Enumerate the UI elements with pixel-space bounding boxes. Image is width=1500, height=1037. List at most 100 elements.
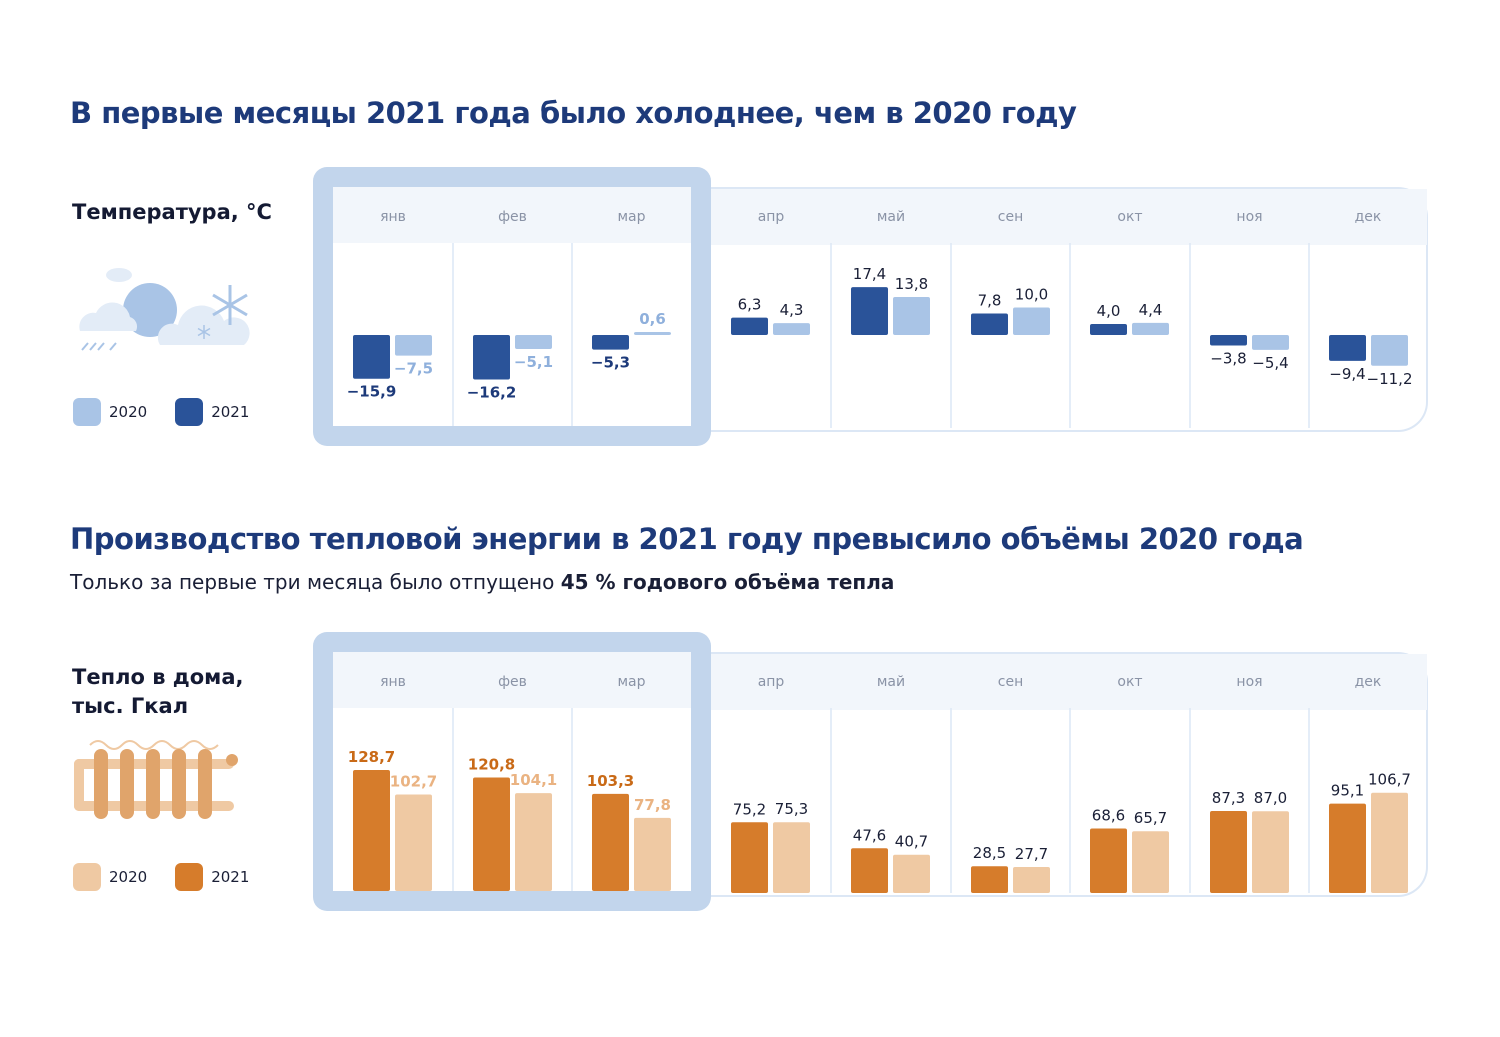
month-header: [831, 189, 951, 245]
bar-2021-апр: [731, 822, 768, 893]
month-label: мар: [617, 674, 645, 690]
month-header: [1070, 189, 1190, 245]
month-label: сен: [998, 674, 1023, 690]
bar-2021-май: [851, 848, 888, 893]
legend-swatch-2020: [73, 398, 101, 426]
bar-2020-ноя: [1252, 335, 1289, 350]
data-label-2020-янв: −7,5: [394, 360, 433, 378]
bar-2020-дек: [1371, 335, 1408, 366]
data-label-2021-мар: −5,3: [591, 354, 630, 372]
bar-2021-окт: [1090, 324, 1127, 335]
data-label-2020-ноя: 87,0: [1254, 789, 1287, 807]
data-label-2021-апр: 6,3: [738, 296, 762, 314]
month-header: [711, 654, 831, 710]
data-label-2021-апр: 75,2: [733, 800, 766, 818]
bar-2020-фев: [515, 335, 552, 350]
bar-2020-янв: [395, 335, 432, 356]
data-label-2020-ноя: −5,4: [1252, 354, 1288, 372]
weather-icon: [79, 268, 250, 351]
month-label: дек: [1355, 209, 1382, 225]
data-label-2021-дек: 95,1: [1331, 782, 1364, 800]
data-label-2020-сен: 10,0: [1015, 286, 1048, 304]
month-header: [453, 652, 572, 708]
section2-title: Производство тепловой энергии в 2021 год…: [70, 522, 1304, 556]
month-label: сен: [998, 209, 1023, 225]
bar-2020-мар: [634, 332, 671, 335]
month-label: ноя: [1236, 674, 1262, 690]
month-label: май: [877, 209, 905, 225]
legend-label-2021: 2021: [211, 403, 250, 421]
data-label-2021-сен: 28,5: [973, 844, 1006, 862]
data-label-2020-мар: 77,8: [634, 796, 671, 814]
bar-2021-окт: [1090, 828, 1127, 893]
bar-2020-апр: [773, 822, 810, 893]
bar-2020-окт: [1132, 831, 1169, 893]
month-header: [453, 187, 572, 243]
bar-2021-ноя: [1210, 810, 1247, 893]
month-header: [1070, 654, 1190, 710]
month-header: [333, 652, 453, 708]
month-label: окт: [1117, 209, 1142, 225]
bar-2021-янв: [353, 770, 390, 891]
data-label-2021-мар: 103,3: [587, 772, 634, 790]
bar-2020-дек: [1371, 792, 1408, 893]
bar-2021-май: [851, 287, 888, 335]
data-label-2021-окт: 4,0: [1097, 302, 1121, 320]
month-header: [1190, 654, 1309, 710]
section1-title: В первые месяцы 2021 года было холоднее,…: [70, 96, 1077, 130]
month-header: [333, 187, 453, 243]
radiator-icon: [74, 740, 238, 819]
bar-2021-апр: [731, 317, 768, 335]
data-label-2020-фев: 104,1: [510, 771, 557, 789]
month-header: [951, 189, 1070, 245]
heat-title: Тепло в дома, тыс. Гкал: [72, 665, 244, 718]
bar-2020-сен: [1013, 307, 1050, 335]
month-label: мар: [617, 209, 645, 225]
month-header: [951, 654, 1070, 710]
bar-2021-фев: [473, 335, 510, 380]
month-label: апр: [758, 674, 785, 690]
data-label-2020-апр: 75,3: [775, 800, 808, 818]
data-label-2021-окт: 68,6: [1092, 807, 1125, 825]
data-label-2021-май: 47,6: [853, 826, 886, 844]
month-header: [572, 187, 691, 243]
month-header: [1190, 189, 1309, 245]
data-label-2021-фев: −16,2: [467, 384, 517, 402]
data-label-2020-апр: 4,3: [780, 301, 804, 319]
legend-label-2020: 2020: [109, 403, 148, 421]
legend-label-2020: 2020: [109, 868, 148, 886]
month-header: [1309, 654, 1427, 710]
month-label: янв: [380, 209, 406, 225]
bar-2021-мар: [592, 335, 629, 350]
bar-2020-ноя: [1252, 811, 1289, 893]
bar-2020-окт: [1132, 322, 1169, 335]
data-label-2020-май: 13,8: [895, 275, 928, 293]
data-label-2020-мар: 0,6: [639, 310, 666, 328]
data-label-2021-фев: 120,8: [468, 755, 515, 773]
month-label: дек: [1355, 674, 1382, 690]
data-label-2020-май: 40,7: [895, 833, 928, 851]
bar-2021-фев: [473, 777, 510, 891]
bar-2020-сен: [1013, 866, 1050, 893]
legend-swatch-2021: [175, 863, 204, 891]
data-label-2021-янв: 128,7: [348, 748, 395, 766]
data-label-2020-сен: 27,7: [1015, 845, 1048, 863]
month-label: фев: [498, 209, 527, 225]
legend-label-2021: 2021: [211, 868, 250, 886]
data-label-2020-янв: 102,7: [390, 772, 437, 790]
month-header: [831, 654, 951, 710]
bar-2021-сен: [971, 866, 1008, 893]
month-label: апр: [758, 209, 785, 225]
data-label-2021-ноя: −3,8: [1210, 349, 1246, 367]
data-label-2021-ноя: 87,3: [1212, 789, 1245, 807]
bar-2021-дек: [1329, 803, 1366, 893]
month-label: окт: [1117, 674, 1142, 690]
data-label-2020-фев: −5,1: [514, 353, 553, 371]
bar-2020-май: [893, 297, 930, 335]
bar-2021-сен: [971, 313, 1008, 335]
data-label-2020-окт: 65,7: [1134, 809, 1167, 827]
data-label-2020-дек: 106,7: [1368, 771, 1411, 789]
legend-swatch-2020: [73, 863, 101, 891]
